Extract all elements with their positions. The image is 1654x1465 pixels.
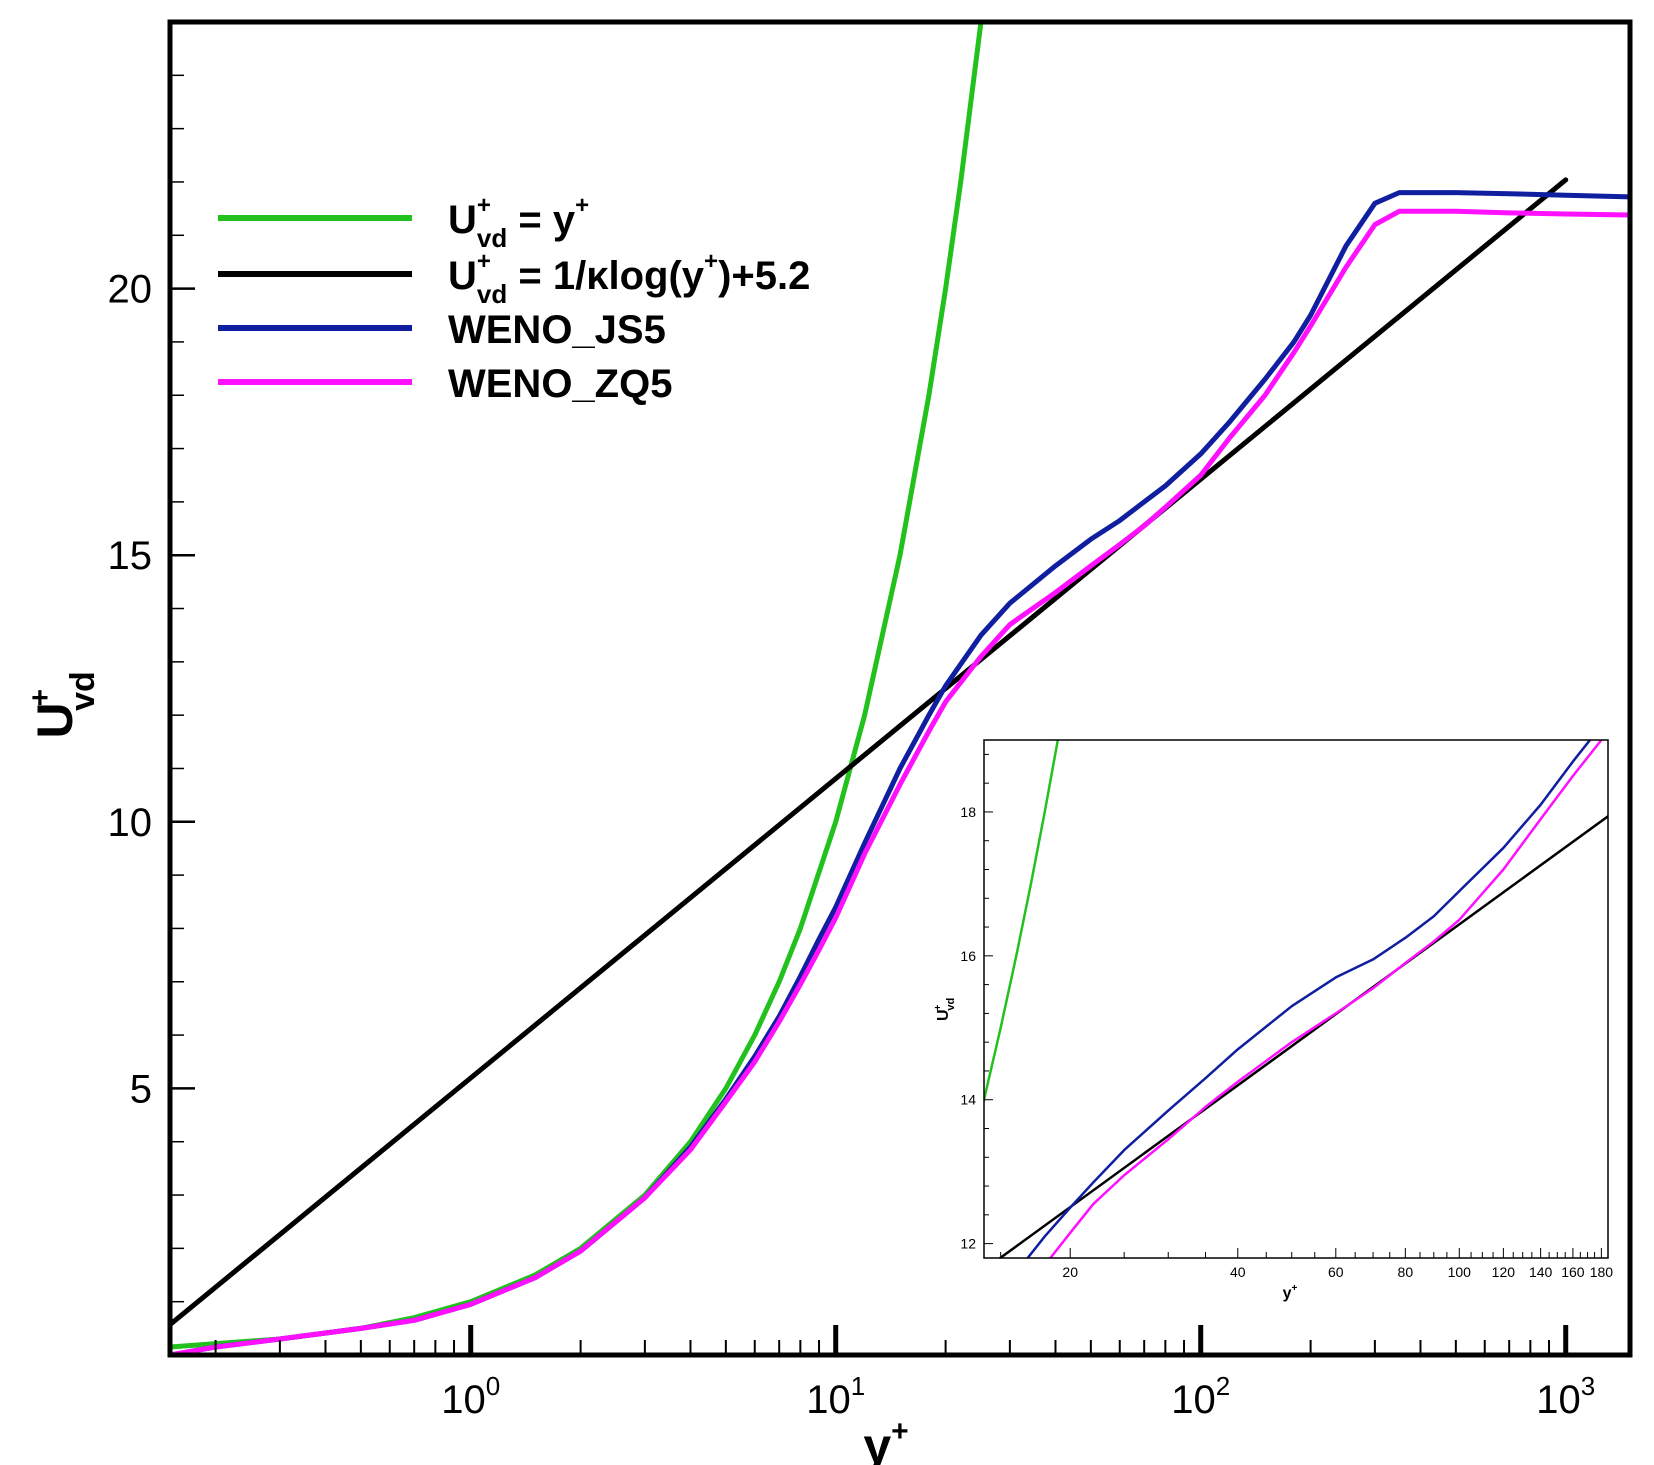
- inset-series-line-3: [1048, 740, 1604, 1258]
- inset-x-tick-label: 160: [1561, 1264, 1585, 1280]
- inset-x-tick-label: 140: [1529, 1264, 1553, 1280]
- main-series-line-0: [170, 22, 984, 1350]
- x-tick-label: 102: [1171, 1371, 1230, 1422]
- legend-label-0: U+ vd = y+: [448, 192, 589, 253]
- legend-label-3: WENO_ZQ5: [448, 362, 672, 406]
- x-tick-label: 103: [1536, 1371, 1595, 1422]
- main-series-line-3: [170, 208, 1630, 1355]
- inset-y-tick-label: 14: [960, 1092, 976, 1108]
- inset-y-tick-label: 18: [960, 804, 976, 820]
- inset-series-line-2: [1026, 740, 1592, 1258]
- y-tick-label: 5: [130, 1067, 152, 1111]
- inset-x-tick-label: 60: [1328, 1264, 1344, 1280]
- main-series-line-1: [170, 177, 1569, 1328]
- x-tick-label: 100: [441, 1371, 500, 1422]
- inset-frame: [983, 739, 1609, 1259]
- inset-y-tick-label: 16: [960, 948, 976, 964]
- inset-x-axis-title: y+: [1283, 1283, 1298, 1302]
- inset-series-group: [984, 740, 1608, 1258]
- inset-series-line-1: [998, 814, 1608, 1258]
- legend-label-2: WENO_JS5: [448, 308, 666, 352]
- x-tick-label: 101: [806, 1371, 865, 1422]
- inset-chart: 20 40 60 80 100 120 140 160 180 12 14 16 18 y+ U+vd: [933, 739, 1614, 1302]
- inset-series-line-0: [984, 740, 1060, 1105]
- y-axis-title: U+ vd: [24, 671, 102, 738]
- inset-x-tick-label: 20: [1062, 1264, 1078, 1280]
- inset-x-tick-label: 80: [1398, 1264, 1414, 1280]
- inset-x-tick-label: 120: [1492, 1264, 1516, 1280]
- y-tick-label: 15: [108, 534, 153, 578]
- legend-label-1: U+ vd = 1/κlog(y+)+5.2: [448, 248, 810, 309]
- inset-y-axis-title: U+vd: [933, 998, 957, 1021]
- y-tick-label: 10: [108, 801, 153, 845]
- inset-x-tick-label: 100: [1448, 1264, 1472, 1280]
- main-series-group: [170, 22, 1630, 1355]
- main-plot-frame: [167, 19, 1633, 1358]
- inset-x-tick-label: 180: [1590, 1264, 1614, 1280]
- inset-y-tick-label: 12: [960, 1236, 976, 1252]
- inset-x-tick-label: 40: [1230, 1264, 1246, 1280]
- y-tick-label: 20: [108, 268, 153, 312]
- main-chart: 100 101 102 103 5 10 15 20 y+ U+ vd: [24, 19, 1633, 1465]
- inset-background: [984, 740, 1608, 1258]
- x-axis-title: y+: [863, 1415, 908, 1465]
